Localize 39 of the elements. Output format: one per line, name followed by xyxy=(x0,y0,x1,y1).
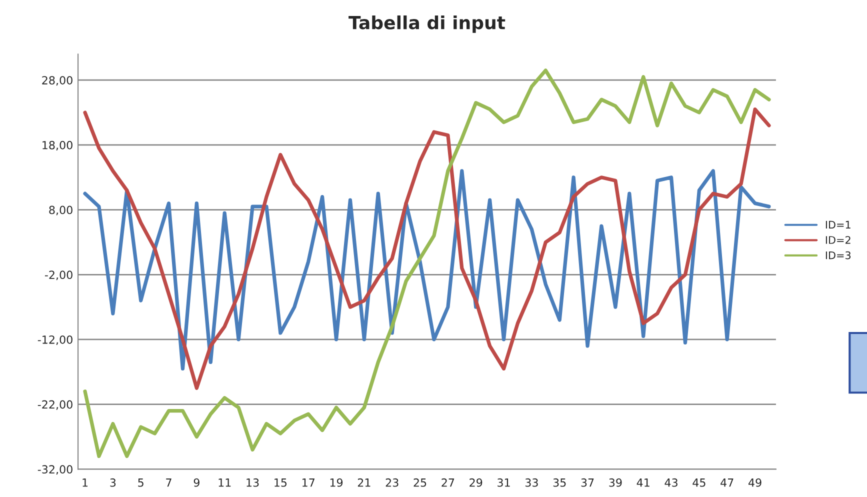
line-series xyxy=(83,107,771,390)
x-tick-label: 33 xyxy=(525,478,538,487)
x-tick-label: 27 xyxy=(442,478,454,487)
y-tick-label: -22,00 xyxy=(38,400,72,410)
x-tick-label: 47 xyxy=(720,478,734,487)
x-tick-label: 31 xyxy=(498,478,510,487)
legend-label: ID=3 xyxy=(826,251,851,260)
x-tick-label: 29 xyxy=(470,478,482,487)
y-tick-label: -32,00 xyxy=(38,465,72,475)
chart-title: Tabella di input xyxy=(348,15,506,33)
x-tick-label: 5 xyxy=(138,478,144,487)
x-tick-label: 39 xyxy=(609,478,622,487)
x-tick-label: 35 xyxy=(553,478,566,487)
y-tick-label: -12,00 xyxy=(38,335,72,345)
x-tick-label: 23 xyxy=(386,478,398,487)
x-tick-label: 7 xyxy=(166,478,172,487)
x-tick-label: 11 xyxy=(218,478,231,487)
x-tick-label: 17 xyxy=(302,478,314,487)
x-tick-label: 3 xyxy=(110,478,116,487)
x-tick-label: 1 xyxy=(82,478,88,487)
y-tick-label: 18,00 xyxy=(42,140,72,150)
y-tick-label: 8,00 xyxy=(49,206,72,216)
x-tick-label: 37 xyxy=(581,478,594,487)
line-series xyxy=(83,68,771,458)
x-tick-label: 45 xyxy=(692,478,706,487)
x-tick-label: 43 xyxy=(664,478,678,487)
legend-label: ID=2 xyxy=(826,236,850,244)
y-tick-label: 28,00 xyxy=(42,76,72,86)
x-tick-label: 13 xyxy=(246,478,259,487)
legend-label: ID=1 xyxy=(826,220,850,229)
x-tick-label: 25 xyxy=(414,478,426,487)
line-series xyxy=(83,169,771,370)
y-tick-label: -2,00 xyxy=(44,270,72,280)
x-tick-label: 9 xyxy=(194,478,200,487)
x-tick-label: 21 xyxy=(358,478,370,487)
x-tick-label: 41 xyxy=(636,478,650,487)
x-tick-label: 49 xyxy=(748,478,762,487)
x-tick-label: 15 xyxy=(274,478,287,487)
x-tick-label: 19 xyxy=(330,478,343,487)
